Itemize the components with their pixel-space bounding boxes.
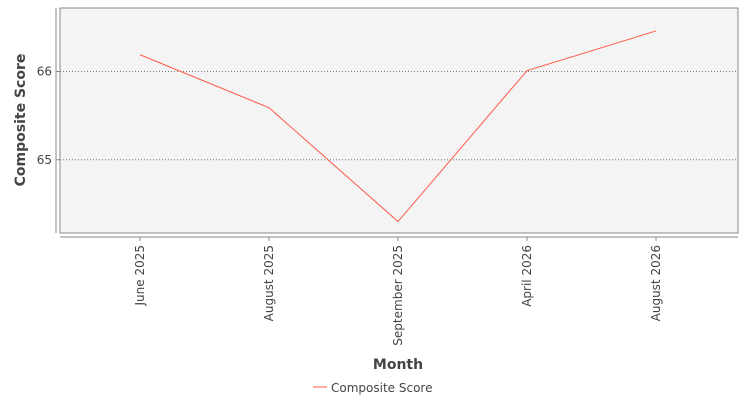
legend-label: Composite Score — [331, 381, 432, 395]
y-axis-title: Composite Score — [13, 54, 29, 187]
x-tick-label: June 2025 — [133, 245, 147, 307]
x-axis-title: Month — [373, 357, 423, 373]
x-tick-label: August 2026 — [649, 245, 663, 321]
x-tick-label: September 2025 — [391, 245, 405, 346]
y-tick-label: 66 — [37, 65, 52, 79]
y-tick-label: 65 — [37, 153, 52, 167]
plot-area-group — [60, 8, 738, 233]
plot-background — [60, 8, 738, 233]
legend: Composite Score — [313, 381, 432, 395]
x-tick-label: April 2026 — [520, 245, 534, 307]
x-tick-label: August 2025 — [262, 245, 276, 321]
